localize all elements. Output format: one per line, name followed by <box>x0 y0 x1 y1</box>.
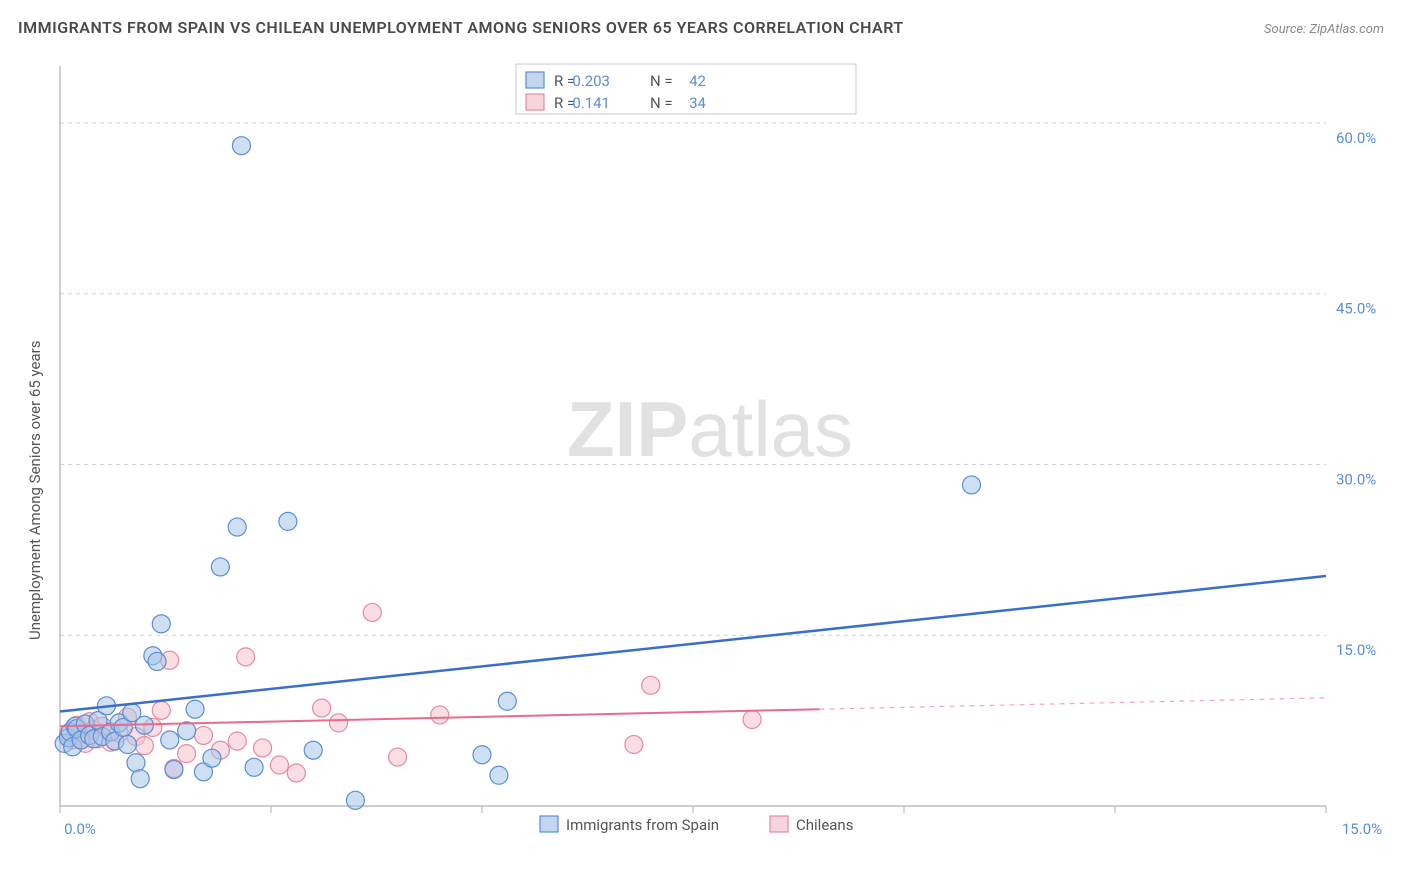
watermark-text: ZIPatlas <box>567 385 853 473</box>
data-point <box>237 648 255 666</box>
y-tick-label: 30.0% <box>1336 470 1376 488</box>
data-point <box>363 603 381 621</box>
data-point <box>135 737 153 755</box>
data-point <box>279 512 297 530</box>
stats-n-value-blue: 42 <box>689 72 706 90</box>
stats-r-value-pink: 0.141 <box>572 94 610 112</box>
legend-bottom-pink-icon <box>770 816 788 832</box>
stats-n-value-pink: 34 <box>689 94 706 112</box>
data-point <box>431 706 449 724</box>
x-tick-label: 15.0% <box>1342 820 1382 836</box>
trend-line-blue <box>60 576 1326 711</box>
data-point <box>304 741 322 759</box>
data-point <box>346 791 364 809</box>
data-point <box>194 726 212 744</box>
data-point <box>254 739 272 757</box>
x-ticks <box>60 806 1326 813</box>
data-point <box>131 770 149 788</box>
gridlines <box>60 123 1326 635</box>
data-point <box>228 732 246 750</box>
stats-n-label-pink: N = <box>650 94 673 112</box>
legend-swatch-pink-icon <box>526 94 544 110</box>
data-point <box>963 476 981 494</box>
y-tick-label: 15.0% <box>1336 641 1376 659</box>
x-tick-label: 0.0% <box>64 820 96 836</box>
x-tick-labels: 0.0% 15.0% <box>64 820 1382 836</box>
stats-r-value-blue: 0.203 <box>572 72 610 90</box>
stats-legend: R = 0.203 N = 42 R = 0.141 N = 34 <box>516 64 856 114</box>
data-point <box>161 731 179 749</box>
legend-bottom-blue-icon <box>540 816 558 832</box>
data-point <box>148 652 166 670</box>
data-point <box>186 700 204 718</box>
y-tick-label: 60.0% <box>1336 129 1376 147</box>
chart-plot-area: ZIPatlas 15.0% 30.0% 45.0% 60.0% 0.0% 15.0% … <box>50 56 1386 836</box>
y-tick-labels: 15.0% 30.0% 45.0% 60.0% <box>1336 129 1376 659</box>
data-point <box>330 714 348 732</box>
data-point <box>178 745 196 763</box>
data-point <box>127 754 145 772</box>
data-point <box>287 764 305 782</box>
data-point <box>228 518 246 536</box>
scatter-chart-svg: ZIPatlas 15.0% 30.0% 45.0% 60.0% 0.0% 15.0% … <box>50 56 1386 836</box>
series-legend: Immigrants from Spain Chileans <box>540 816 853 834</box>
data-point <box>625 736 643 754</box>
legend-bottom-blue-label: Immigrants from Spain <box>566 816 719 834</box>
data-point <box>743 710 761 728</box>
data-point <box>389 748 407 766</box>
data-point <box>119 736 137 754</box>
y-tick-label: 45.0% <box>1336 300 1376 318</box>
data-point <box>313 699 331 717</box>
chart-title: IMMIGRANTS FROM SPAIN VS CHILEAN UNEMPLO… <box>18 18 904 37</box>
data-point <box>270 756 288 774</box>
stats-n-label-blue: N = <box>650 72 673 90</box>
data-point <box>165 761 183 779</box>
data-point <box>232 137 250 155</box>
data-point <box>203 749 221 767</box>
legend-swatch-blue-icon <box>526 72 544 88</box>
data-point <box>498 692 516 710</box>
data-point <box>152 615 170 633</box>
trend-line-pink-extrapolated <box>820 698 1326 709</box>
y-axis-label: Unemployment Among Seniors over 65 years <box>26 341 44 640</box>
data-point <box>245 758 263 776</box>
data-point <box>490 766 508 784</box>
data-point <box>152 701 170 719</box>
data-point <box>642 676 660 694</box>
source-attribution: Source: ZipAtlas.com <box>1264 22 1384 37</box>
legend-bottom-pink-label: Chileans <box>796 816 853 834</box>
data-point <box>211 558 229 576</box>
data-point <box>473 746 491 764</box>
